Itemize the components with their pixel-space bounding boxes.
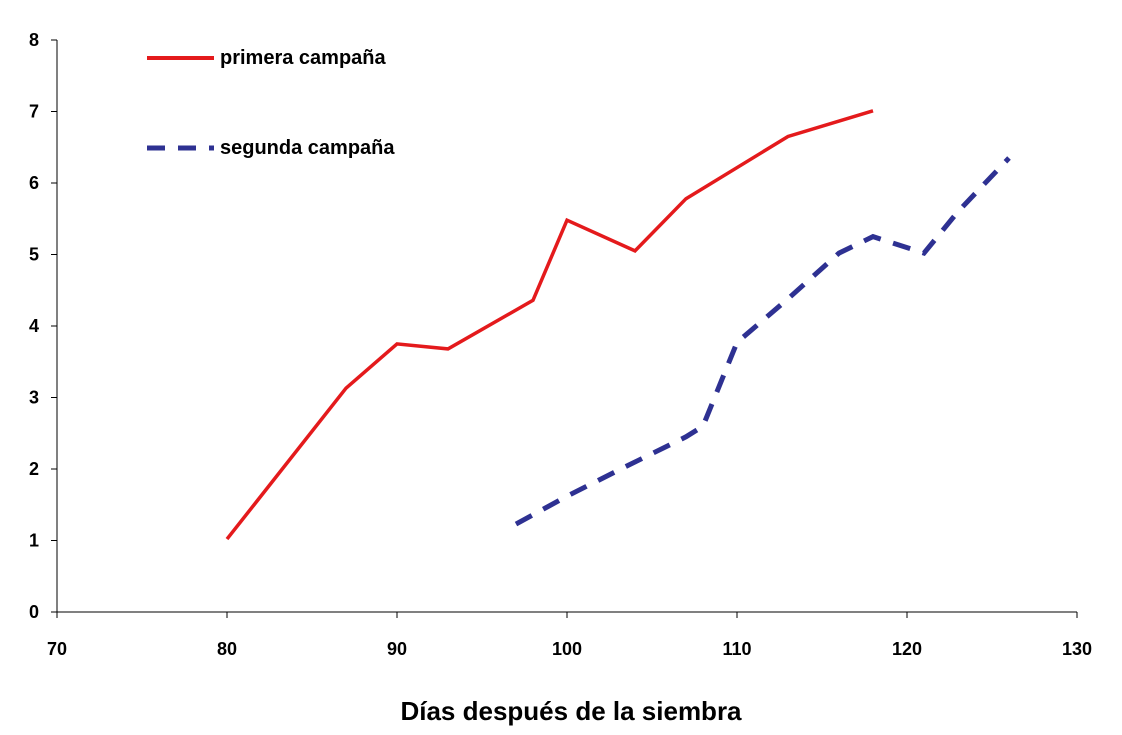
y-tick-label: 2	[29, 459, 39, 479]
y-tick-label: 7	[29, 102, 39, 122]
y-axis-ticks: 0 1 2 3 4 5 6 7 8	[29, 30, 57, 622]
x-tick-label: 80	[217, 639, 237, 659]
x-tick-label: 130	[1062, 639, 1092, 659]
y-tick-label: 5	[29, 245, 39, 265]
series-group	[225, 109, 1011, 541]
y-tick-label: 0	[29, 602, 39, 622]
x-tick-label: 120	[892, 639, 922, 659]
y-tick-label: 6	[29, 173, 39, 193]
axes	[56, 40, 1077, 613]
y-tick-label: 1	[29, 531, 39, 551]
legend-label-2: segunda campaña	[220, 137, 395, 159]
legend: primera campaña segunda campaña	[147, 47, 395, 159]
series-line-2	[514, 156, 1011, 527]
x-tick-label: 100	[552, 639, 582, 659]
x-tick-label: 70	[47, 639, 67, 659]
legend-label-1: primera campaña	[220, 47, 387, 69]
y-tick-label: 3	[29, 388, 39, 408]
y-tick-label: 8	[29, 30, 39, 50]
x-tick-label: 90	[387, 639, 407, 659]
x-axis-ticks: 70 80 90 100 110 120 130	[47, 612, 1092, 659]
x-axis-title: Días después de la siembra	[400, 696, 742, 726]
y-tick-label: 4	[29, 316, 39, 336]
x-tick-label: 110	[722, 639, 751, 659]
series-line-1	[225, 109, 874, 541]
